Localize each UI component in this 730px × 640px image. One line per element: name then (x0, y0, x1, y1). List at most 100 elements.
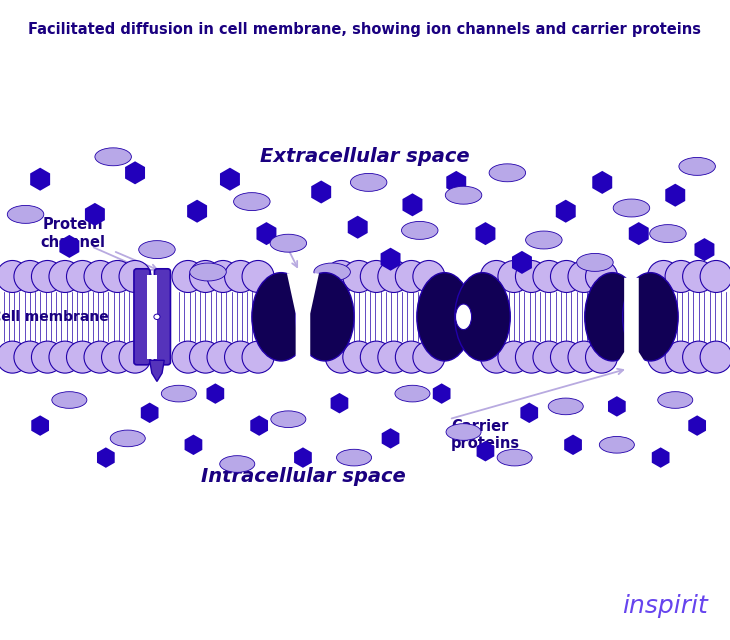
Ellipse shape (190, 263, 226, 281)
Ellipse shape (456, 304, 472, 330)
Text: Cell membrane: Cell membrane (0, 310, 109, 324)
FancyBboxPatch shape (180, 292, 273, 341)
Ellipse shape (497, 449, 532, 466)
Ellipse shape (225, 341, 256, 373)
Ellipse shape (548, 398, 583, 415)
Ellipse shape (242, 341, 274, 373)
Ellipse shape (550, 260, 583, 292)
Polygon shape (207, 383, 224, 404)
Ellipse shape (526, 231, 562, 249)
Ellipse shape (361, 341, 392, 373)
Ellipse shape (252, 273, 310, 361)
Ellipse shape (49, 260, 81, 292)
Ellipse shape (31, 260, 64, 292)
FancyBboxPatch shape (332, 292, 439, 341)
Ellipse shape (648, 341, 680, 373)
Polygon shape (564, 435, 582, 455)
Polygon shape (665, 184, 685, 207)
Ellipse shape (585, 260, 618, 292)
Ellipse shape (480, 260, 512, 292)
Ellipse shape (648, 260, 680, 292)
Polygon shape (331, 393, 348, 413)
Polygon shape (380, 248, 401, 271)
Polygon shape (382, 428, 399, 449)
Ellipse shape (7, 205, 44, 223)
Ellipse shape (455, 273, 510, 361)
Polygon shape (311, 180, 331, 204)
Ellipse shape (172, 341, 204, 373)
Ellipse shape (270, 234, 307, 252)
FancyBboxPatch shape (147, 275, 158, 359)
Ellipse shape (683, 341, 715, 373)
Ellipse shape (14, 260, 46, 292)
Ellipse shape (378, 260, 410, 292)
Polygon shape (294, 447, 312, 468)
FancyBboxPatch shape (155, 269, 171, 365)
Ellipse shape (207, 341, 239, 373)
Ellipse shape (568, 260, 600, 292)
Ellipse shape (700, 341, 730, 373)
Text: Extracellular space: Extracellular space (260, 147, 470, 166)
Ellipse shape (550, 341, 583, 373)
Ellipse shape (498, 341, 530, 373)
Ellipse shape (395, 385, 430, 402)
Ellipse shape (498, 260, 530, 292)
Ellipse shape (679, 157, 715, 175)
Ellipse shape (413, 260, 445, 292)
Ellipse shape (66, 260, 99, 292)
Ellipse shape (577, 253, 613, 271)
Ellipse shape (326, 341, 357, 373)
Polygon shape (250, 415, 268, 436)
Ellipse shape (234, 193, 270, 211)
Ellipse shape (326, 260, 357, 292)
Text: Facilitated diffusion in cell membrane, showing ion channels and carrier protein: Facilitated diffusion in cell membrane, … (28, 22, 702, 37)
Polygon shape (187, 200, 207, 223)
Ellipse shape (31, 341, 64, 373)
Ellipse shape (66, 341, 99, 373)
Ellipse shape (119, 260, 151, 292)
Ellipse shape (220, 456, 255, 472)
Ellipse shape (343, 341, 374, 373)
FancyBboxPatch shape (4, 292, 134, 341)
Ellipse shape (396, 341, 427, 373)
Ellipse shape (658, 392, 693, 408)
Ellipse shape (52, 392, 87, 408)
Ellipse shape (396, 260, 427, 292)
Ellipse shape (480, 341, 512, 373)
Ellipse shape (190, 341, 221, 373)
Polygon shape (617, 278, 646, 364)
Polygon shape (608, 396, 626, 417)
Ellipse shape (0, 260, 28, 292)
Polygon shape (220, 168, 240, 191)
Polygon shape (629, 222, 649, 245)
Ellipse shape (154, 314, 160, 319)
Ellipse shape (337, 449, 372, 466)
Ellipse shape (665, 341, 697, 373)
Ellipse shape (446, 424, 481, 440)
Polygon shape (97, 447, 115, 468)
Ellipse shape (296, 273, 354, 361)
Polygon shape (446, 171, 466, 194)
Polygon shape (402, 193, 423, 216)
Ellipse shape (361, 260, 392, 292)
Ellipse shape (271, 411, 306, 428)
Ellipse shape (190, 260, 221, 292)
Ellipse shape (95, 148, 131, 166)
Ellipse shape (101, 260, 134, 292)
Ellipse shape (489, 164, 526, 182)
Ellipse shape (533, 260, 565, 292)
Ellipse shape (515, 260, 548, 292)
Ellipse shape (417, 273, 472, 361)
Ellipse shape (172, 260, 204, 292)
Ellipse shape (101, 341, 134, 373)
Ellipse shape (585, 273, 640, 361)
Polygon shape (652, 447, 669, 468)
Ellipse shape (119, 341, 151, 373)
FancyBboxPatch shape (655, 292, 726, 341)
Ellipse shape (515, 341, 548, 373)
Polygon shape (150, 360, 164, 381)
Ellipse shape (110, 430, 145, 447)
Polygon shape (85, 203, 105, 226)
Ellipse shape (413, 341, 445, 373)
Ellipse shape (242, 260, 274, 292)
